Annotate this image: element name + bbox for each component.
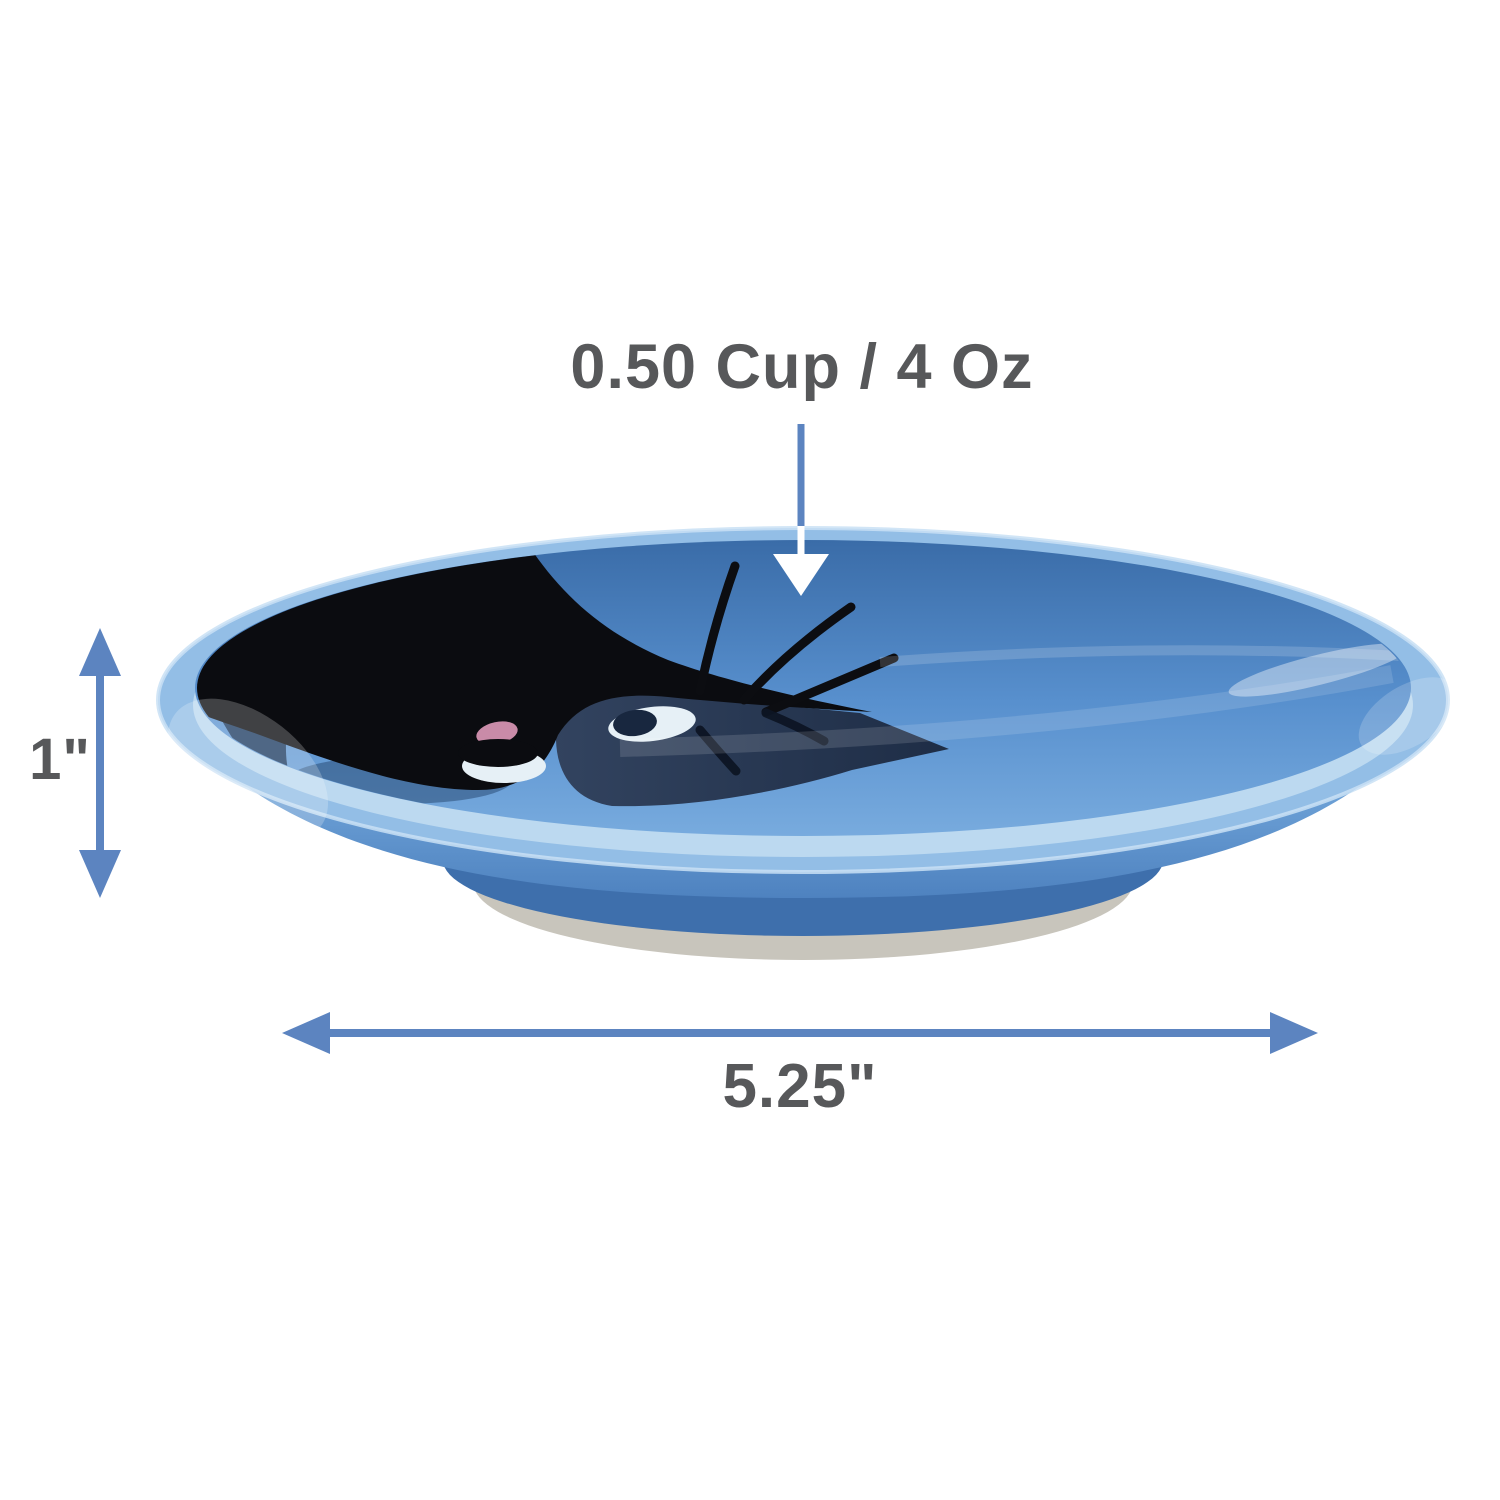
height-annotation: 1" [29, 628, 121, 898]
whisker-middle [739, 602, 856, 705]
height-label: 1" [29, 727, 91, 792]
diameter-label: 5.25" [722, 1052, 877, 1121]
interior-rim-gloss [1228, 643, 1408, 697]
diameter-arrow-icon [282, 1012, 1318, 1054]
capacity-annotation: 0.50 Cup / 4 Oz [570, 332, 1033, 596]
cat-nose-pink-spot [476, 721, 518, 745]
capacity-label: 0.50 Cup / 4 Oz [570, 332, 1033, 402]
whisker-lower [761, 653, 899, 717]
cat-whiskers [695, 561, 899, 717]
cat-right-eye-pupil [613, 709, 657, 737]
cat-dish-illustration [156, 526, 1458, 960]
fur-mark-lower [695, 725, 741, 776]
fur-mark-upper [761, 708, 829, 746]
diameter-annotation: 5.25" [282, 1012, 1318, 1121]
interior-streak-upper [879, 645, 1401, 667]
whisker-upper [695, 561, 740, 696]
cat-left-eye-cover [458, 739, 538, 767]
cat-fur-marks [695, 708, 829, 776]
interior-streak-lower [619, 665, 1394, 757]
wall-gloss-right [1358, 677, 1458, 755]
capacity-arrow-icon [773, 424, 829, 596]
cat-body-silhouette [197, 540, 872, 790]
wall-gloss-left [167, 698, 329, 842]
height-arrow-icon [79, 628, 121, 898]
